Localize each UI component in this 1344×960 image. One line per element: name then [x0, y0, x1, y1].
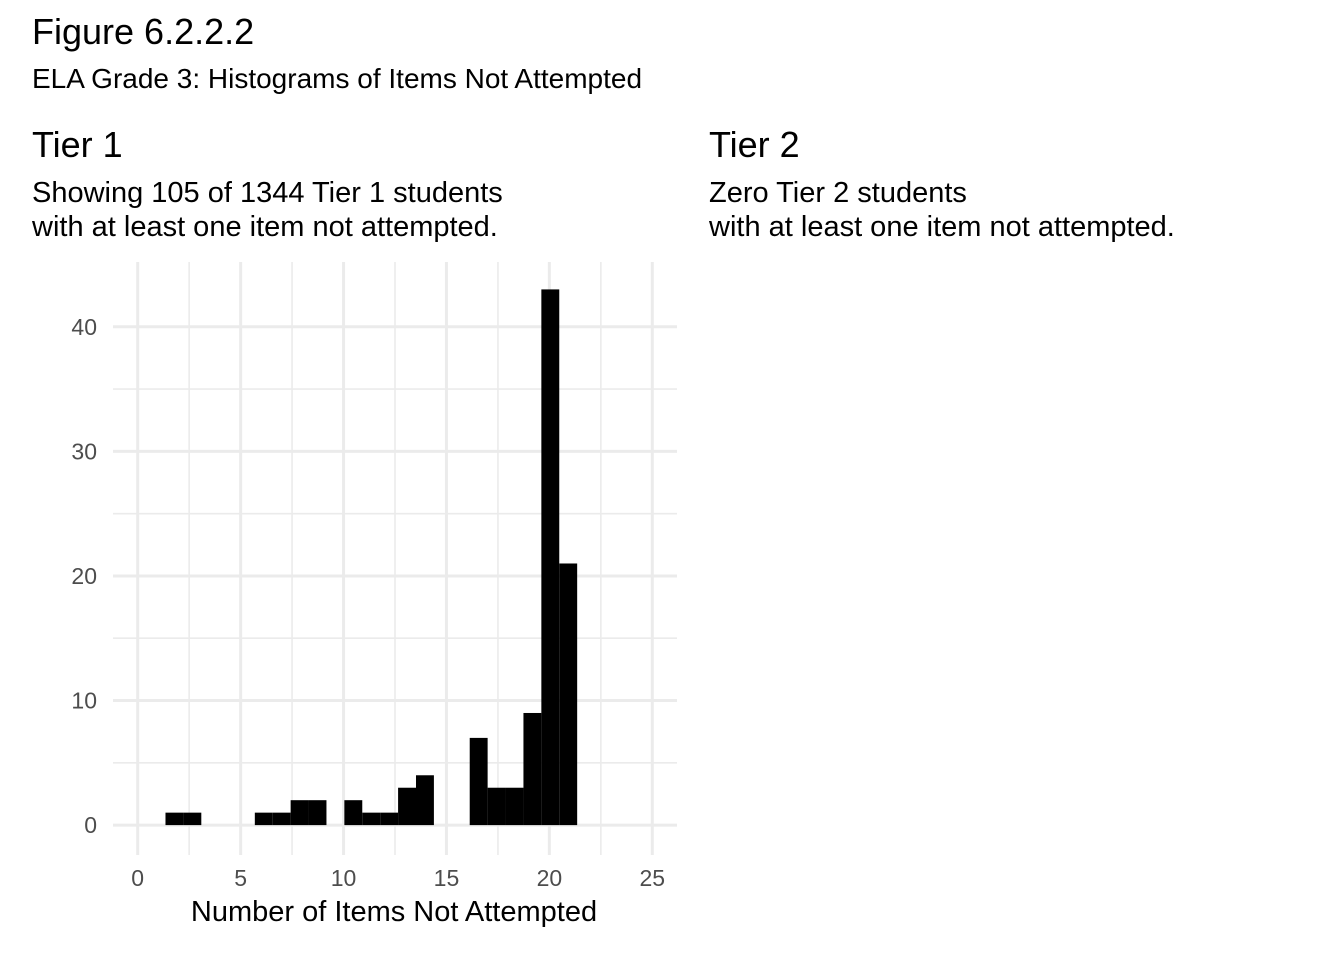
x-tick-label: 20 [537, 865, 563, 891]
histogram-bar [254, 812, 273, 826]
histogram-bar [541, 289, 560, 826]
histogram-bar [415, 775, 434, 826]
histogram-bar [290, 800, 309, 826]
histogram-bar [165, 812, 184, 826]
tier1-subtitle-line1: Showing 105 of 1344 Tier 1 students [32, 177, 503, 209]
histogram-bar [183, 812, 202, 826]
figure-title: Figure 6.2.2.2 [32, 11, 255, 52]
histogram-bar [344, 800, 363, 826]
y-tick-label: 20 [71, 563, 97, 589]
histogram-bar [380, 812, 399, 826]
tier2-panel-title: Tier 2 [709, 124, 800, 165]
tier2-subtitle-line1: Zero Tier 2 students [709, 177, 967, 209]
figure-subtitle: ELA Grade 3: Histograms of Items Not Att… [32, 63, 643, 94]
x-tick-label: 15 [434, 865, 460, 891]
x-tick-label: 10 [331, 865, 357, 891]
histogram-bar [469, 737, 488, 826]
x-tick-label: 0 [131, 865, 144, 891]
tier1-subtitle-line2: with at least one item not attempted. [32, 211, 498, 243]
tier2-subtitle-line2: with at least one item not attempted. [709, 211, 1175, 243]
histogram-bar [487, 787, 506, 826]
x-axis-label: Number of Items Not Attempted [191, 896, 597, 928]
x-tick-label: 5 [234, 865, 247, 891]
histogram-bar [505, 787, 524, 826]
histogram-bar [272, 812, 291, 826]
y-tick-label: 10 [71, 688, 97, 714]
y-tick-label: 0 [84, 812, 97, 838]
histogram-bar [398, 787, 416, 826]
histogram-bar [559, 563, 578, 826]
tier1-panel-title: Tier 1 [32, 124, 123, 165]
y-tick-label: 40 [71, 314, 97, 340]
histogram-bar [523, 712, 542, 826]
histogram-bar [362, 812, 381, 826]
x-tick-label: 25 [640, 865, 666, 891]
histogram-bar [308, 800, 327, 826]
y-tick-label: 30 [71, 438, 97, 464]
